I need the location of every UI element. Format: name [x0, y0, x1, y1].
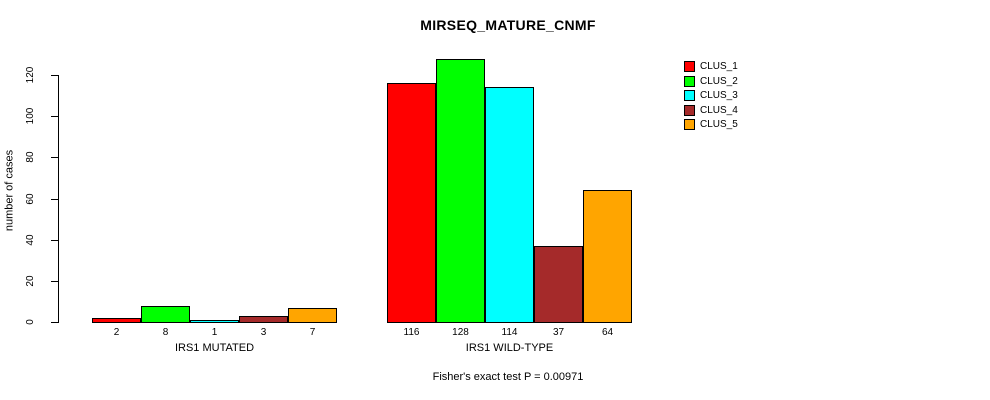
y-tick-label: 20: [25, 275, 36, 287]
legend-item: CLUS_3: [684, 90, 738, 101]
legend-color-swatch: [684, 104, 695, 116]
chart-title: MIRSEQ_MATURE_CNMF: [420, 17, 596, 33]
legend-color-swatch: [684, 119, 695, 130]
y-tick-label: 60: [25, 193, 36, 205]
bar-clus_2-mutated: [141, 306, 190, 323]
y-tick-label: 0: [25, 319, 36, 325]
legend-label: CLUS_5: [700, 119, 738, 130]
legend-label: CLUS_2: [700, 75, 738, 87]
legend-label: CLUS_4: [700, 104, 738, 116]
y-axis-line: [58, 75, 59, 323]
y-tick: [51, 157, 58, 158]
y-tick: [51, 75, 58, 76]
bar-value-label: 128: [452, 327, 469, 338]
y-tick: [51, 199, 58, 200]
bar-value-label: 114: [501, 327, 518, 338]
y-tick: [51, 322, 58, 323]
bar-clus_3-wild-type: [485, 87, 534, 323]
y-tick: [51, 116, 58, 117]
bar-value-label: 1: [211, 327, 218, 338]
legend-label: CLUS_1: [700, 61, 738, 72]
y-tick: [51, 240, 58, 241]
bar-value-label: 7: [309, 327, 316, 338]
bar-clus_3-mutated: [190, 320, 239, 323]
bar-clus_5-wild-type: [583, 190, 632, 323]
bar-value-label: 3: [260, 327, 267, 338]
bar-clus_1-wild-type: [387, 83, 436, 323]
bar-clus_1-mutated: [92, 318, 141, 323]
legend: CLUS_1 CLUS_2 CLUS_3 CLUS_4 CLUS_5: [684, 61, 738, 130]
legend-color-swatch: [684, 90, 695, 101]
bar-clus_2-wild-type: [436, 59, 485, 323]
group-label: IRS1 MUTATED: [174, 342, 255, 354]
y-tick-label: 80: [25, 151, 36, 163]
bar-value-label: 37: [552, 327, 565, 338]
fisher-exact-test-label: Fisher's exact test P = 0.00971: [432, 371, 584, 383]
bar-clus_4-wild-type: [534, 246, 583, 323]
y-axis-title: number of cases: [3, 149, 16, 232]
legend-item: CLUS_1: [684, 61, 738, 72]
bar-clus_5-mutated: [288, 308, 337, 323]
group-label: IRS1 WILD-TYPE: [465, 342, 554, 354]
bar-value-label: 8: [162, 327, 169, 338]
y-tick-label: 40: [25, 234, 36, 246]
legend-label: CLUS_3: [700, 90, 738, 101]
y-tick: [51, 281, 58, 282]
y-tick-label: 100: [25, 107, 36, 125]
bar-value-label: 64: [601, 327, 614, 338]
bar-value-label: 116: [403, 327, 420, 338]
legend-item: CLUS_5: [684, 119, 738, 130]
y-tick-label: 120: [25, 66, 36, 84]
legend-item: CLUS_4: [684, 104, 738, 116]
bar-clus_4-mutated: [239, 316, 288, 323]
legend-color-swatch: [684, 61, 695, 72]
legend-color-swatch: [684, 75, 695, 87]
legend-item: CLUS_2: [684, 75, 738, 87]
bar-value-label: 2: [113, 327, 120, 338]
